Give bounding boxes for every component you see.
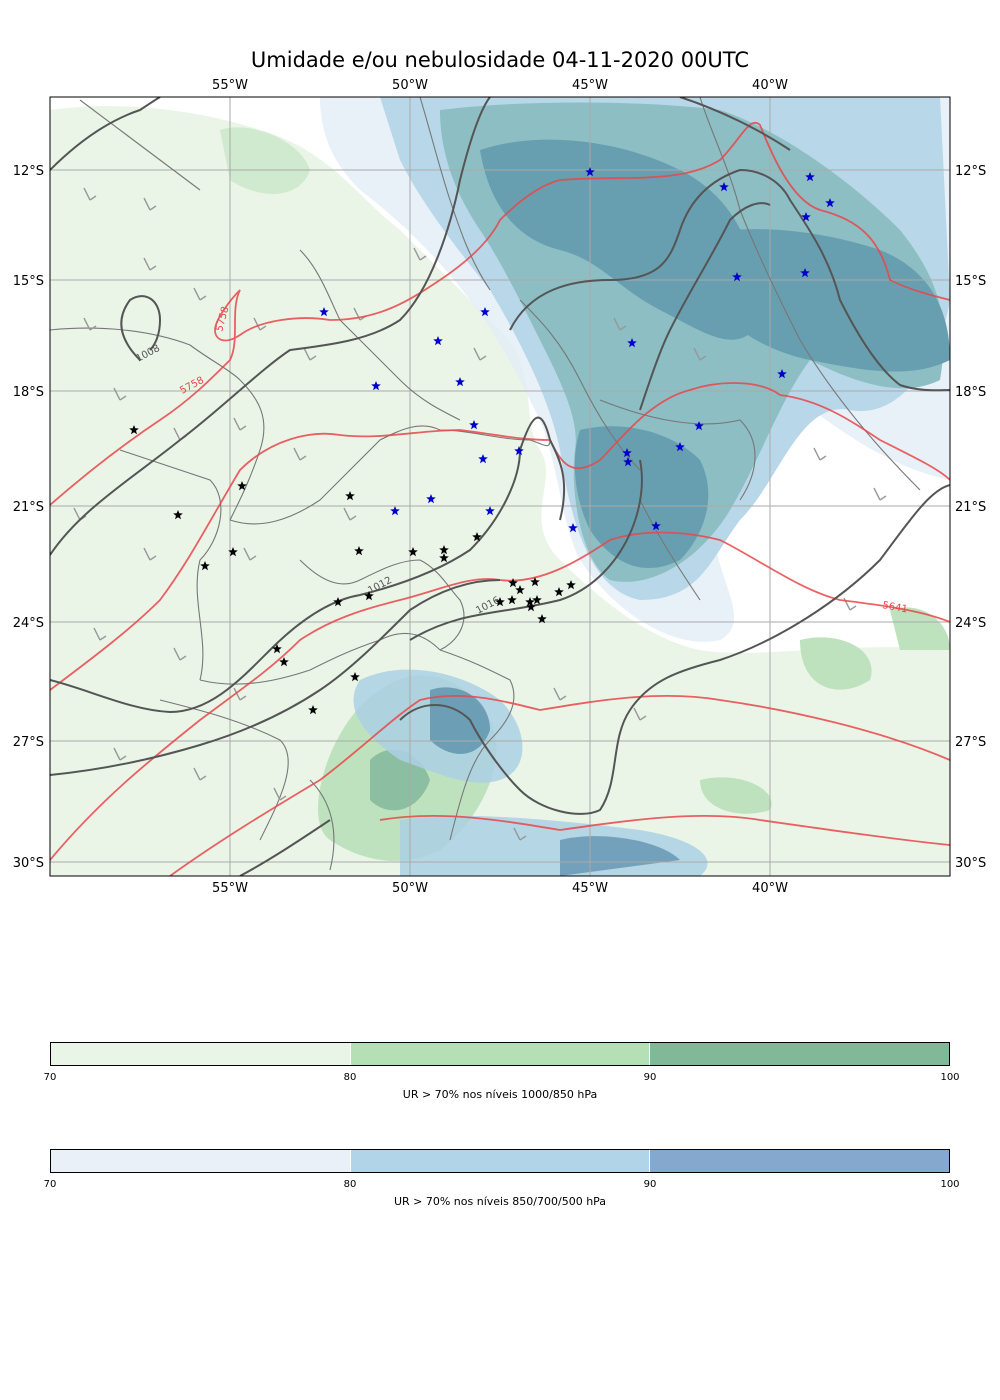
lat-label: 24°S <box>13 616 44 631</box>
colorbar-tick: 70 <box>43 1072 57 1083</box>
colorbar-segment <box>349 1043 650 1065</box>
lat-label: 15°S <box>955 274 986 289</box>
colorbar-mid-levels: 70 80 90 100 UR > 70% nos níveis 850/700… <box>44 1149 960 1219</box>
geopotential-contours <box>50 122 950 876</box>
wind-barbs <box>73 187 887 841</box>
lon-label: 55°W <box>212 881 248 896</box>
colorbar-segment <box>51 1150 350 1172</box>
map-plot-area <box>50 97 950 876</box>
lat-label: 12°S <box>955 164 986 179</box>
lat-label: 27°S <box>13 735 44 750</box>
colorbar-tick: 70 <box>43 1179 57 1190</box>
isobar-contours <box>50 97 950 876</box>
lon-label: 45°W <box>572 881 608 896</box>
political-borders <box>50 97 921 871</box>
colorbar-segment <box>349 1150 650 1172</box>
top-longitude-labels: 55°W 50°W 45°W 40°W <box>212 78 788 93</box>
weather-map: 1008 1012 1016 5758 5758 5641 55°W 50°W … <box>13 78 987 896</box>
lon-label: 45°W <box>572 78 608 93</box>
lat-label: 30°S <box>955 856 986 871</box>
lon-label: 40°W <box>752 78 788 93</box>
lon-label: 50°W <box>392 881 428 896</box>
lat-label: 30°S <box>13 856 44 871</box>
lat-label: 12°S <box>13 164 44 179</box>
lon-label: 50°W <box>392 78 428 93</box>
colorbar-low-levels-bar <box>50 1042 950 1066</box>
right-latitude-labels: 12°S 15°S 18°S 21°S 24°S 27°S 30°S <box>955 164 986 871</box>
colorbar-tick: 100 <box>940 1179 960 1190</box>
lat-label: 27°S <box>955 735 986 750</box>
colorbar-tick: 90 <box>643 1179 657 1190</box>
colorbar-tick: 80 <box>343 1179 357 1190</box>
colorbar-segment <box>649 1150 950 1172</box>
geopotential-label: 5641 <box>881 600 908 615</box>
colorbar-tick: 100 <box>940 1072 960 1083</box>
colorbar-label: UR > 70% nos níveis 1000/850 hPa <box>402 1088 598 1101</box>
mid-level-humidity-shading <box>320 97 950 876</box>
colorbar-segment <box>649 1043 950 1065</box>
gridlines <box>50 97 950 876</box>
map-title: Umidade e/ou nebulosidade 04-11-2020 00U… <box>250 48 750 72</box>
colorbar-tick: 80 <box>343 1072 357 1083</box>
colorbar-tick: 90 <box>643 1072 657 1083</box>
lon-label: 40°W <box>752 881 788 896</box>
left-latitude-labels: 12°S 15°S 18°S 21°S 24°S 27°S 30°S <box>13 164 44 871</box>
bottom-longitude-labels: 55°W 50°W 45°W 40°W <box>212 881 788 896</box>
colorbar-label: UR > 70% nos níveis 850/700/500 hPa <box>393 1195 607 1208</box>
colorbar-segment <box>51 1043 350 1065</box>
lat-label: 21°S <box>955 500 986 515</box>
lon-label: 55°W <box>212 78 248 93</box>
lat-label: 24°S <box>955 616 986 631</box>
colorbar-mid-levels-bar <box>50 1149 950 1173</box>
lat-label: 21°S <box>13 500 44 515</box>
lat-label: 18°S <box>955 385 986 400</box>
colorbar-low-levels: 70 80 90 100 UR > 70% nos níveis 1000/85… <box>44 1042 960 1112</box>
lat-label: 15°S <box>13 274 44 289</box>
lat-label: 18°S <box>13 385 44 400</box>
map-frame <box>49 96 951 877</box>
